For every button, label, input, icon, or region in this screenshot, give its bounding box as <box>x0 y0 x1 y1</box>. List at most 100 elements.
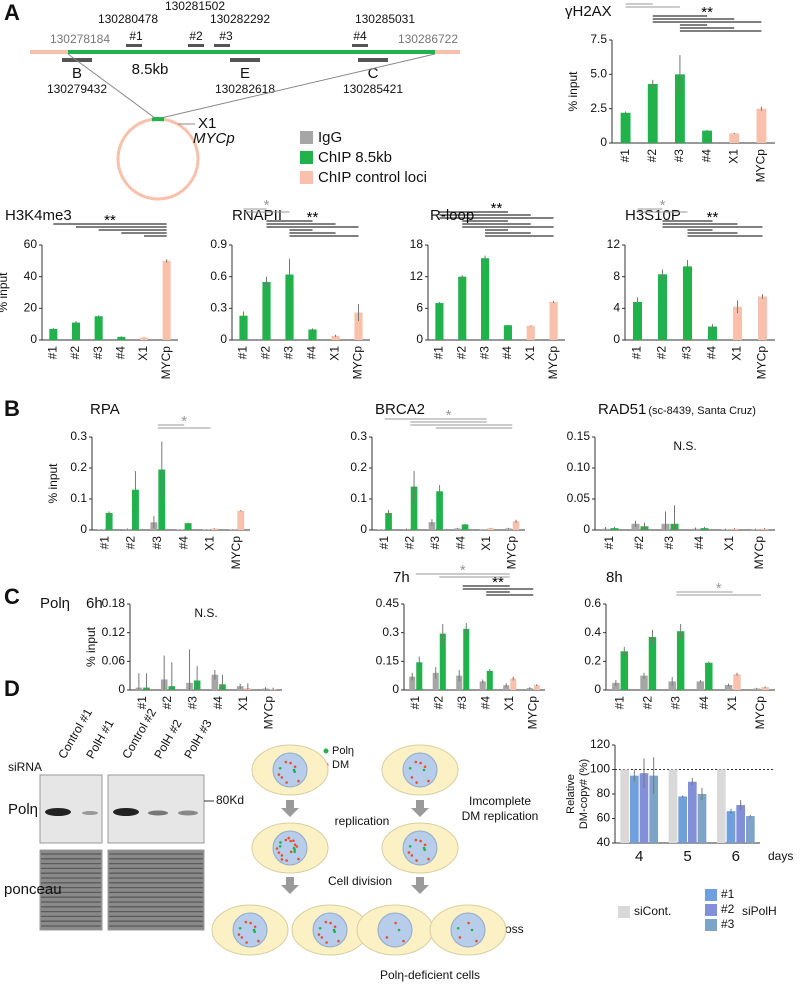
chart-title: H3S10P <box>625 207 681 224</box>
bar <box>758 296 767 340</box>
lane-label: PolH #2 <box>151 717 185 761</box>
x-tick-label: #2 <box>160 696 174 710</box>
bar <box>639 773 649 843</box>
dm-dot <box>253 930 256 934</box>
dm-dot <box>329 921 332 925</box>
blot-panel <box>107 774 205 844</box>
y-tick-label: 0.4 <box>584 625 601 639</box>
ponceau-bands <box>41 853 203 927</box>
bar <box>435 303 444 340</box>
x-tick-label: MYCp <box>262 696 276 730</box>
y-axis-label: % input <box>46 463 60 504</box>
chart-subtitle: (sc-8439, Santa Cruz) <box>648 405 756 417</box>
bar <box>733 306 742 340</box>
y-tick-label: 0 <box>594 682 601 696</box>
panel-label: C <box>4 584 20 609</box>
primer: E <box>240 65 250 82</box>
y-tick-label: 0.3 <box>382 625 399 639</box>
dm-dot <box>317 933 321 936</box>
dm-dot <box>292 839 295 843</box>
x-tick-label: #4 <box>705 346 719 360</box>
legend-label: #2 <box>721 902 735 916</box>
dm-dot <box>278 766 282 770</box>
dm-dot <box>289 761 292 765</box>
dm-dot <box>407 851 411 854</box>
annotation: * <box>650 0 656 9</box>
x-tick-label: #3 <box>672 149 686 163</box>
dm-dot <box>285 859 288 862</box>
bar <box>354 312 363 340</box>
y-tick-label: 12 <box>607 237 621 251</box>
dm-dot <box>415 781 418 784</box>
primer: C <box>368 65 379 82</box>
site: #3 <box>219 29 233 43</box>
x-tick-label: #4 <box>305 346 319 360</box>
x-tick-label: X1 <box>730 346 744 361</box>
x-tick-label: #4 <box>114 346 128 360</box>
dm-dot <box>293 848 296 852</box>
dm-dot <box>467 921 470 925</box>
x-tick-label: #2 <box>124 536 138 550</box>
bar <box>503 685 510 690</box>
legend-swatch <box>618 906 630 918</box>
flank <box>30 50 68 54</box>
bar <box>640 675 648 690</box>
primer: B <box>72 65 82 82</box>
dm-dot <box>324 920 328 924</box>
x-tick-label: #4 <box>478 696 492 710</box>
step-label: Polη-deficient cells <box>380 968 480 982</box>
x-tick-label: 4 <box>635 848 643 865</box>
x-tick-label: #2 <box>431 696 445 710</box>
ponceau-panel <box>107 849 205 931</box>
dm-dot <box>249 921 252 925</box>
dm-dot <box>333 930 336 934</box>
bar <box>139 337 149 340</box>
dm-dot <box>456 926 460 930</box>
nucleus <box>272 752 308 788</box>
y-tick-label: 0.15 <box>376 654 400 668</box>
y-tick-label: 0.15 <box>567 429 591 443</box>
bar <box>463 628 470 690</box>
y-tick-label: 80 <box>597 786 611 800</box>
bar <box>132 489 139 530</box>
pol-label: Polη <box>40 595 70 612</box>
x-tick-label: #1 <box>612 696 626 710</box>
dm-dot <box>237 933 241 936</box>
locus-diagram: 130278184 130286722 130280478 130281502 … <box>30 0 460 201</box>
dm-dot <box>423 765 427 769</box>
x-tick-label: #3 <box>669 696 683 710</box>
annotation: ** <box>307 209 319 226</box>
dm-dot <box>293 843 297 847</box>
bar <box>683 266 692 340</box>
bar <box>454 528 461 530</box>
annotation: * <box>264 197 270 214</box>
locus-size: 8.5kb <box>132 61 169 78</box>
coord: 130280478 <box>98 12 158 26</box>
chart-title: 8h <box>606 569 623 586</box>
locus <box>68 50 435 54</box>
annotation: ** <box>104 212 116 229</box>
dm-dot <box>423 848 426 852</box>
annotation: ** <box>707 209 719 226</box>
dm-dot <box>257 939 260 943</box>
arrow <box>411 877 429 894</box>
dm-dot <box>397 928 401 932</box>
dm-dot <box>275 847 279 850</box>
legend-swatch <box>300 171 313 184</box>
step-label: replication <box>335 814 390 828</box>
bar <box>239 315 248 340</box>
bar <box>633 302 642 340</box>
bar <box>620 112 631 143</box>
annotation: N.S. <box>194 606 217 620</box>
dm-dot <box>408 844 412 848</box>
y-tick-label: 12 <box>410 269 424 283</box>
dm-dot <box>385 936 389 939</box>
site: #2 <box>189 29 203 43</box>
dm-dot <box>410 776 414 779</box>
bar <box>481 258 490 340</box>
legend-label: #1 <box>721 887 735 901</box>
legend-label: Polη <box>332 745 354 757</box>
annotation: * <box>460 562 466 579</box>
bar <box>162 260 171 340</box>
dm-dot <box>427 857 430 861</box>
